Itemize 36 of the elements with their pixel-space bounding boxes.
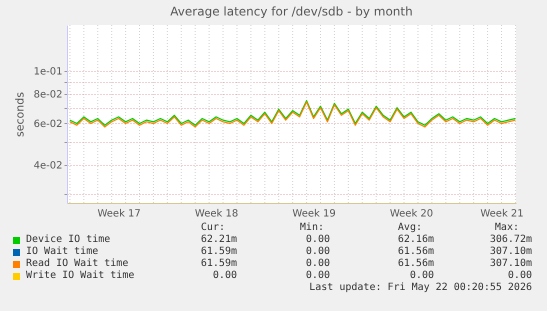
text: 307.10m (490, 246, 532, 258)
text: 0.00 (306, 258, 330, 270)
text: 0.00 (212, 270, 237, 282)
y-tick-label: 8e-02 (34, 90, 62, 101)
legend-label: Read IO Wait time (26, 258, 128, 270)
text: 62.21m (200, 234, 237, 246)
x-tick-label: Week 17 (97, 208, 141, 220)
text: 61.59m (200, 246, 237, 258)
x-tick-label: Week 21 (480, 208, 524, 220)
y-tick-label: 1e-01 (34, 66, 62, 78)
text: 0.00 (410, 270, 434, 282)
text: Min: (300, 222, 324, 234)
y-axis-title: seconds (14, 92, 27, 137)
text: 0.00 (306, 246, 330, 258)
text: 0.00 (508, 270, 532, 282)
text: 61.56m (398, 258, 434, 270)
text: Avg: (398, 222, 422, 234)
text: Cur: (200, 222, 225, 234)
x-tick-label: Week 20 (390, 208, 434, 220)
legend-label: Write IO Wait time (26, 270, 134, 282)
text: 62.16m (398, 234, 434, 246)
legend-label: Device IO time (26, 234, 110, 246)
y-tick-label: 6e-02 (34, 118, 62, 130)
chart-title: Average latency for /dev/sdb - by month (170, 4, 413, 18)
text: 0.00 (306, 234, 330, 246)
text: Max: (494, 222, 519, 234)
text: 307.10m (490, 258, 532, 270)
text: 61.56m (398, 246, 434, 258)
legend-label: IO Wait time (26, 246, 98, 258)
text: 0.00 (306, 270, 330, 282)
x-tick-label: Week 18 (194, 208, 238, 220)
text: 306.72m (490, 234, 532, 246)
text: Last update: Fri May 22 00:20:55 2026 (309, 282, 532, 294)
text: 61.59m (200, 258, 237, 270)
y-tick-label: 4e-02 (34, 160, 62, 172)
x-tick-label: Week 19 (292, 208, 336, 220)
